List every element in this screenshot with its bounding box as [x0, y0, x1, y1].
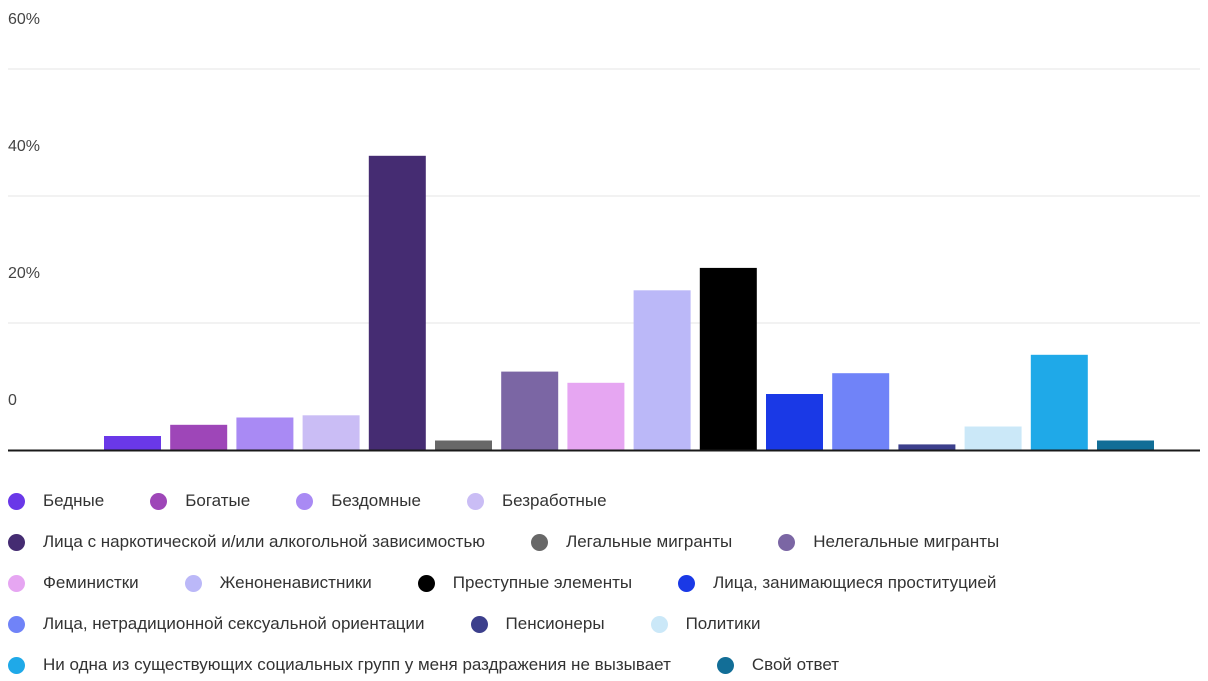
legend-swatch — [296, 492, 314, 510]
bar — [964, 426, 1022, 450]
bar — [898, 444, 956, 450]
legend-swatch — [8, 533, 25, 551]
bar — [832, 373, 890, 450]
legend-swatch — [8, 574, 25, 592]
legend-item: Бездомные — [296, 491, 421, 511]
legend-label: Нелегальные мигранты — [813, 532, 1000, 551]
legend-swatch — [8, 656, 25, 674]
legend-label: Свой ответ — [751, 655, 840, 674]
legend-label: Феминистки — [43, 573, 139, 592]
legend-label: Бездомные — [331, 491, 421, 510]
legend-item: Лица, занимающиеся проституцией — [678, 573, 996, 593]
legend-item: Женоненавистники — [184, 573, 372, 593]
legend-item: Политики — [650, 614, 761, 634]
legend-label: Богатые — [185, 491, 251, 510]
legend-label: Пенсионеры — [505, 614, 605, 633]
legend-label: Лица, занимающиеся проституцией — [713, 573, 997, 592]
bar — [567, 382, 625, 450]
legend-item: Феминистки — [8, 573, 139, 593]
bar — [1097, 440, 1154, 450]
legend-swatch — [184, 574, 202, 592]
legend-swatch — [650, 615, 668, 633]
legend-item: Преступные элементы — [417, 573, 633, 593]
bar — [170, 424, 228, 450]
legend-swatch — [716, 656, 734, 674]
bar — [699, 267, 757, 450]
legend-swatch — [470, 615, 488, 633]
legend-label: Женоненавистники — [219, 573, 372, 592]
legend-item: Богатые — [150, 491, 250, 511]
bars — [104, 155, 1154, 451]
bar — [368, 155, 426, 451]
legend-row: Лица, нетрадиционной сексуальной ориента… — [8, 609, 807, 639]
legend-item: Бедные — [8, 491, 104, 511]
legend-swatch — [531, 533, 549, 551]
legend-item: Безработные — [466, 491, 607, 511]
bar — [501, 371, 559, 450]
legend-item: Пенсионеры — [470, 614, 605, 634]
legend-row: Ни одна из существующих социальных групп… — [8, 650, 885, 680]
legend-item: Лица с наркотической и/или алкогольной з… — [8, 532, 485, 552]
legend-swatch — [417, 574, 435, 592]
legend-item: Нелегальные мигранты — [778, 532, 999, 552]
legend-swatch — [150, 492, 168, 510]
legend-label: Лица с наркотической и/или алкогольной з… — [43, 532, 486, 551]
legend-row: Бедные Богатые Бездомные Безработные — [8, 486, 653, 516]
legend-swatch — [8, 615, 25, 633]
legend-swatch — [778, 533, 796, 551]
legend-item: Лица, нетрадиционной сексуальной ориента… — [8, 614, 425, 634]
y-tick-label: 20% — [8, 265, 40, 282]
legend-swatch — [678, 574, 696, 592]
y-tick-label: 40% — [8, 138, 40, 155]
legend-label: Преступные элементы — [452, 573, 633, 592]
y-tick-label: 0 — [8, 392, 17, 409]
bar — [633, 290, 691, 450]
legend-label: Безработные — [501, 491, 607, 510]
bar — [302, 415, 360, 450]
legend-swatch — [466, 492, 484, 510]
legend-row: Лица с наркотической и/или алкогольной з… — [8, 527, 1045, 557]
bar — [236, 417, 294, 450]
bar-chart: 60% 40% 20% 0 — [8, 11, 1200, 452]
legend-item: Свой ответ — [716, 655, 840, 675]
y-tick-label: 60% — [8, 11, 40, 28]
bar — [766, 394, 823, 450]
legend-label: Бедные — [43, 491, 105, 510]
y-axis-ticks: 60% 40% 20% 0 — [8, 11, 40, 409]
legend-label: Политики — [685, 614, 761, 633]
legend-label: Легальные мигранты — [566, 532, 733, 551]
legend-label: Ни одна из существующих социальных групп… — [43, 655, 671, 674]
bar — [1030, 354, 1088, 451]
bar — [435, 440, 492, 450]
legend-row: Феминистки Женоненавистники Преступные эле… — [8, 568, 1042, 598]
legend-item: Ни одна из существующих социальных групп… — [8, 655, 671, 675]
legend-swatch — [8, 492, 25, 510]
legend-item: Легальные мигранты — [531, 532, 732, 552]
legend-label: Лица, нетрадиционной сексуальной ориента… — [43, 614, 425, 633]
bar — [104, 436, 161, 450]
